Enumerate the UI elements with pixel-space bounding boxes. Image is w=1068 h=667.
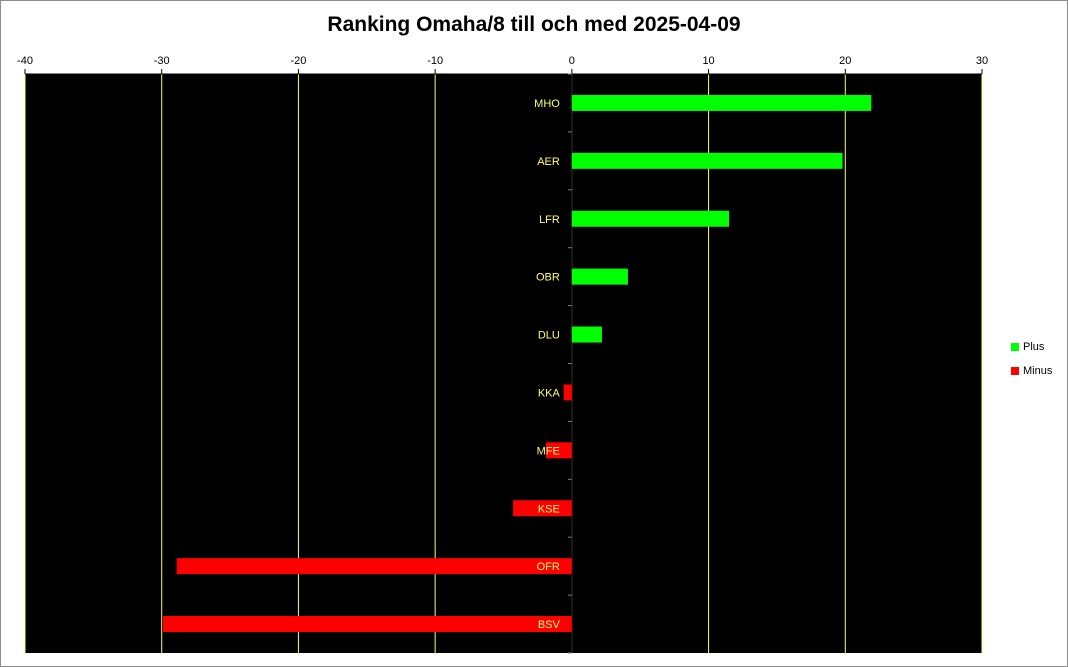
category-label: AER (537, 156, 560, 168)
legend-label-plus: Plus (1023, 341, 1045, 353)
legend-swatch-minus (1011, 367, 1019, 375)
category-label: BSV (538, 619, 561, 631)
bar-minus (513, 500, 572, 517)
plot-area (25, 74, 982, 653)
x-tick-label: -30 (154, 55, 170, 67)
chart-legend: Plus Minus (1011, 335, 1052, 383)
category-label: OFR (537, 561, 560, 573)
bar-minus (563, 384, 572, 401)
category-label: LFR (539, 214, 560, 226)
category-label: KSE (538, 503, 560, 515)
bar-minus (163, 616, 572, 633)
category-label: MHO (534, 98, 560, 110)
x-tick-label: -40 (17, 55, 33, 67)
x-tick-label: 0 (569, 55, 575, 67)
bar-minus (545, 442, 572, 459)
chart-title: Ranking Omaha/8 till och med 2025-04-09 (327, 13, 741, 36)
bar-plus (571, 94, 872, 111)
legend-label-minus: Minus (1023, 365, 1053, 377)
x-tick-label: 30 (976, 55, 988, 67)
x-tick-label: 20 (839, 55, 851, 67)
category-label: KKA (538, 387, 561, 399)
legend-swatch-plus (1011, 343, 1019, 351)
category-label: OBR (536, 272, 560, 284)
bar-plus (571, 268, 628, 285)
x-tick-label: -20 (290, 55, 306, 67)
legend-item-plus: Plus (1011, 335, 1052, 359)
bar-plus (571, 210, 730, 227)
legend-item-minus: Minus (1011, 359, 1052, 383)
category-label: DLU (538, 330, 560, 342)
bar-minus (176, 558, 572, 575)
bar-plus (571, 326, 602, 343)
x-tick-label: 10 (702, 55, 714, 67)
category-label: MFE (537, 445, 560, 457)
bar-plus (571, 152, 843, 169)
x-tick-label: -10 (427, 55, 443, 67)
